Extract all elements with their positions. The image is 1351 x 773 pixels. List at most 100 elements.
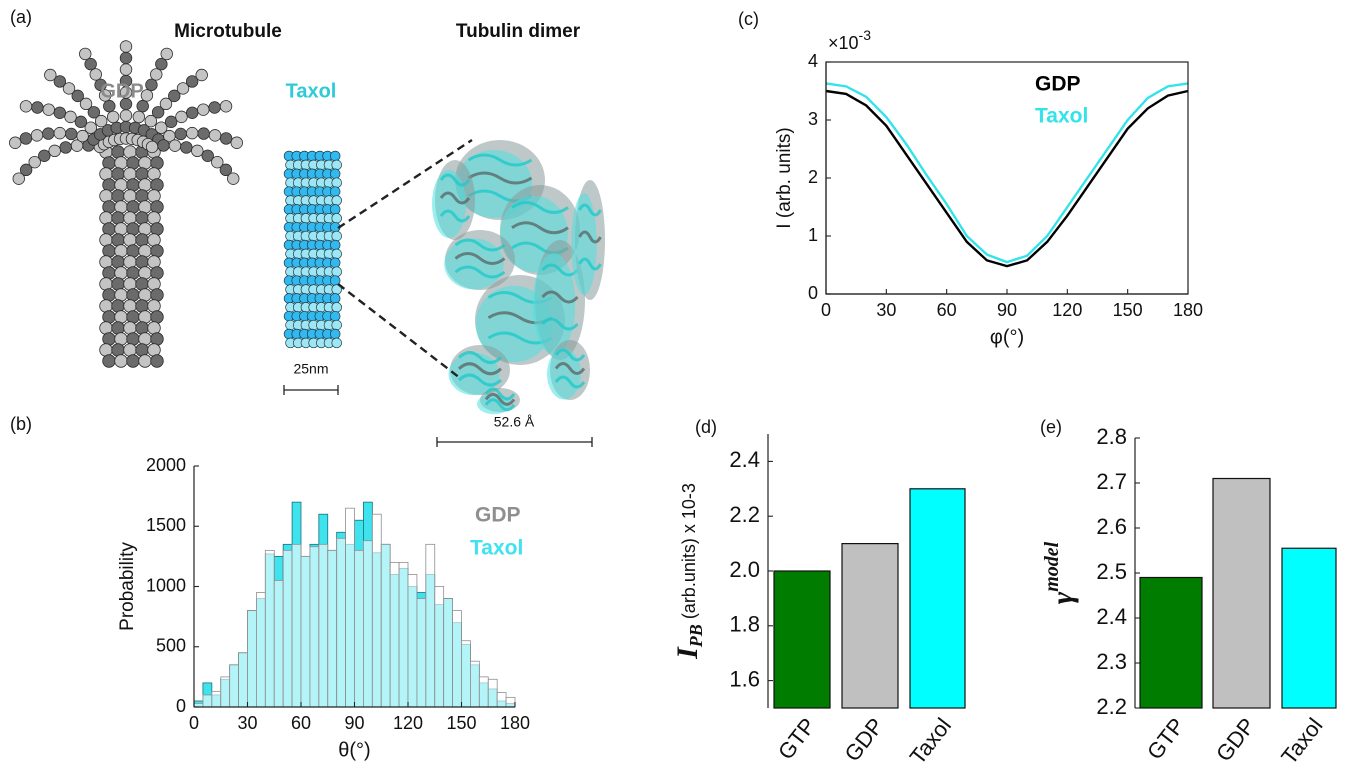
tubulin-bead bbox=[103, 99, 116, 113]
tubulin-bead bbox=[135, 255, 149, 269]
hist-bar bbox=[461, 640, 471, 708]
tubulin-bead bbox=[114, 354, 128, 368]
hist-bar bbox=[398, 562, 409, 708]
tubulin-bead bbox=[208, 129, 222, 142]
tubulin-bead bbox=[111, 255, 125, 269]
hist-bar bbox=[229, 664, 239, 708]
hist-bar bbox=[336, 537, 346, 708]
helix bbox=[541, 263, 579, 277]
tubulin-bead bbox=[135, 211, 149, 225]
tubulin-bead bbox=[132, 110, 146, 124]
tubulin-bead bbox=[138, 156, 152, 170]
tubulin-bead bbox=[114, 332, 128, 346]
tubulin-bead bbox=[219, 132, 233, 145]
tubulin-bead bbox=[147, 167, 161, 181]
tubulin-bead bbox=[111, 167, 125, 181]
x-tick-label: 60 bbox=[291, 713, 311, 733]
x-axis-label: φ(°) bbox=[990, 326, 1024, 348]
helix bbox=[454, 252, 506, 265]
tubulin-bead bbox=[126, 354, 140, 368]
tubulin-bead bbox=[89, 68, 102, 81]
tubulin-bead bbox=[123, 145, 137, 159]
zoom-line bbox=[337, 283, 461, 379]
tubulin-bead bbox=[329, 168, 341, 180]
y-multiplier-base: ×10 bbox=[828, 33, 859, 53]
tubulin-bead bbox=[150, 156, 164, 170]
hist-bar bbox=[202, 694, 213, 708]
x-tick-label: 90 bbox=[344, 713, 364, 733]
helix bbox=[467, 171, 533, 185]
hist-bar bbox=[371, 513, 382, 708]
bar bbox=[909, 488, 966, 709]
hist-bar bbox=[327, 549, 338, 708]
taxol-label: Taxol bbox=[286, 80, 337, 102]
tubulin-bead bbox=[79, 97, 93, 111]
tubulin-bead bbox=[138, 332, 152, 346]
tubulin-bead bbox=[135, 343, 149, 357]
tubulin-bead bbox=[329, 239, 341, 251]
tubulin-bead bbox=[114, 244, 128, 258]
tubulin-bead bbox=[150, 288, 164, 302]
hist-bar bbox=[478, 676, 489, 708]
tubulin-bead bbox=[126, 200, 140, 214]
y-tick-label: 2 bbox=[808, 167, 818, 187]
hist-bar bbox=[318, 543, 329, 708]
tubulin-bead bbox=[191, 144, 204, 158]
tubulin-bead bbox=[150, 200, 164, 214]
tubulin-bead bbox=[114, 310, 128, 324]
gdp-label: GDP bbox=[100, 80, 143, 102]
tubulin-bead bbox=[138, 288, 152, 302]
tubulin-bead bbox=[123, 299, 137, 313]
y-tick-label: 2.7 bbox=[1096, 469, 1127, 494]
tubulin-bead bbox=[144, 114, 158, 128]
y-tick-label: 2.2 bbox=[729, 502, 760, 527]
tubulin-bead bbox=[145, 140, 159, 154]
y-tick-label: 2.5 bbox=[1096, 559, 1127, 584]
tubulin-bead bbox=[111, 145, 125, 159]
tubulin-bead bbox=[111, 343, 125, 357]
y-tick-label: 2.6 bbox=[1096, 514, 1127, 539]
tubulin-bead bbox=[151, 106, 165, 119]
tubulin-bead bbox=[147, 255, 161, 269]
tubulin-bead bbox=[195, 68, 208, 82]
tubulin-bead bbox=[102, 178, 116, 192]
tubulin-bead bbox=[99, 299, 113, 313]
tubulin-bead bbox=[111, 321, 125, 335]
panel-label: (d) bbox=[695, 417, 717, 437]
tubulin-bead bbox=[155, 121, 168, 134]
hist-bar bbox=[211, 690, 222, 708]
tubulin-bead bbox=[30, 129, 44, 142]
tubulin-bead bbox=[331, 319, 342, 331]
bar bbox=[841, 542, 899, 709]
tubulin-bead bbox=[126, 222, 140, 236]
y-multiplier-exp: -3 bbox=[859, 27, 872, 43]
tubulin-bead bbox=[123, 255, 137, 269]
legend-entry: GDP bbox=[1035, 73, 1081, 96]
tubulin-bead bbox=[138, 178, 152, 192]
tubulin-bead bbox=[74, 115, 88, 129]
helix bbox=[541, 317, 579, 331]
tubulin-bead bbox=[145, 78, 158, 92]
tubulin-bead bbox=[126, 332, 140, 346]
tubulin-bead bbox=[174, 127, 187, 141]
tubulin-bead bbox=[126, 266, 140, 280]
tubulin-bead bbox=[102, 288, 116, 302]
x-tick-label: GDP bbox=[839, 713, 888, 766]
tubulin-bead bbox=[99, 277, 113, 291]
tubulin-bead bbox=[155, 57, 168, 71]
tubulin-bead bbox=[201, 149, 214, 162]
hist-bar bbox=[354, 549, 364, 708]
tubulin-bead bbox=[65, 127, 78, 141]
tubulin-bead bbox=[135, 167, 149, 181]
helix bbox=[467, 153, 533, 167]
tubulin-bead bbox=[114, 266, 128, 280]
tubulin-bead bbox=[126, 156, 140, 170]
tubulin-bead bbox=[9, 136, 22, 149]
tubulin-bead bbox=[12, 172, 25, 185]
y-tick-label: 2.3 bbox=[1096, 649, 1127, 674]
tubulin-bead bbox=[135, 321, 149, 335]
y-tick-label: 2.4 bbox=[1096, 604, 1127, 629]
hist-bar bbox=[300, 555, 311, 708]
helix bbox=[454, 238, 506, 252]
tubulin-bead bbox=[102, 200, 116, 214]
